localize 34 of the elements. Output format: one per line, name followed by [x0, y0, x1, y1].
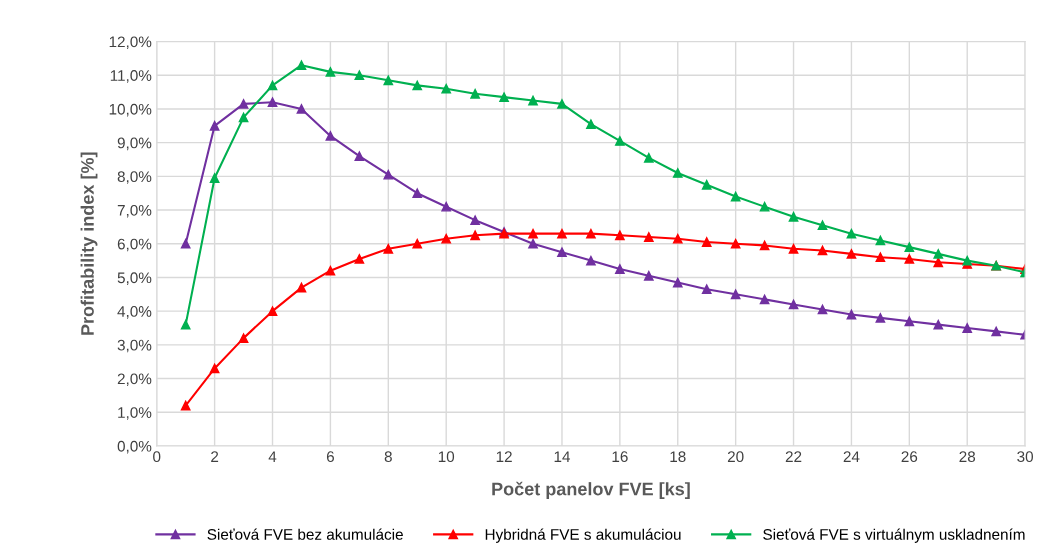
legend-label: Sieťová FVE bez akumulácie [207, 528, 403, 540]
x-tick-label: 28 [959, 451, 976, 463]
x-tick-label: 2 [211, 451, 219, 462]
legend-label: Sieťová FVE s virtuálnym uskladnením [763, 528, 1025, 543]
y-tick-label: 4,0% [117, 306, 152, 319]
x-tick-label: 18 [670, 451, 686, 463]
x-axis-title: Počet panelov FVE [ks] [492, 481, 690, 499]
x-tick-label: 10 [438, 451, 455, 463]
y-axis-title: Profitability index [%] [80, 152, 98, 335]
y-tick-label: 5,0% [117, 272, 152, 285]
y-tick-label: 6,0% [117, 238, 152, 252]
y-tick-label: 7,0% [117, 204, 152, 218]
legend-label: Hybridná FVE s akumuláciou [485, 528, 681, 543]
x-tick-label: 24 [843, 451, 860, 462]
x-tick-label: 12 [496, 451, 512, 462]
y-tick-label: 2,0% [117, 373, 152, 387]
y-tick-label: 8,0% [117, 171, 152, 184]
x-tick-label: 14 [554, 451, 571, 462]
x-tick-label: 4 [268, 451, 277, 462]
y-tick-label: 9,0% [117, 137, 152, 151]
y-tick-label: 10,0% [109, 103, 152, 117]
x-tick-label: 20 [727, 451, 744, 463]
x-tick-label: 6 [326, 451, 334, 463]
y-tick-label: 12,0% [109, 36, 152, 50]
x-tick-label: 26 [901, 451, 918, 463]
y-tick-label: 0,0% [117, 440, 152, 454]
y-tick-label: 1,0% [118, 407, 152, 420]
x-tick-label: 30 [1017, 451, 1034, 463]
y-tick-label: 11,0% [110, 70, 152, 83]
x-tick-label: 16 [612, 451, 628, 463]
x-tick-label: 22 [785, 451, 802, 462]
x-tick-label: 8 [384, 451, 392, 463]
y-tick-label: 3,0% [117, 339, 152, 353]
x-tick-label: 0 [153, 451, 161, 463]
